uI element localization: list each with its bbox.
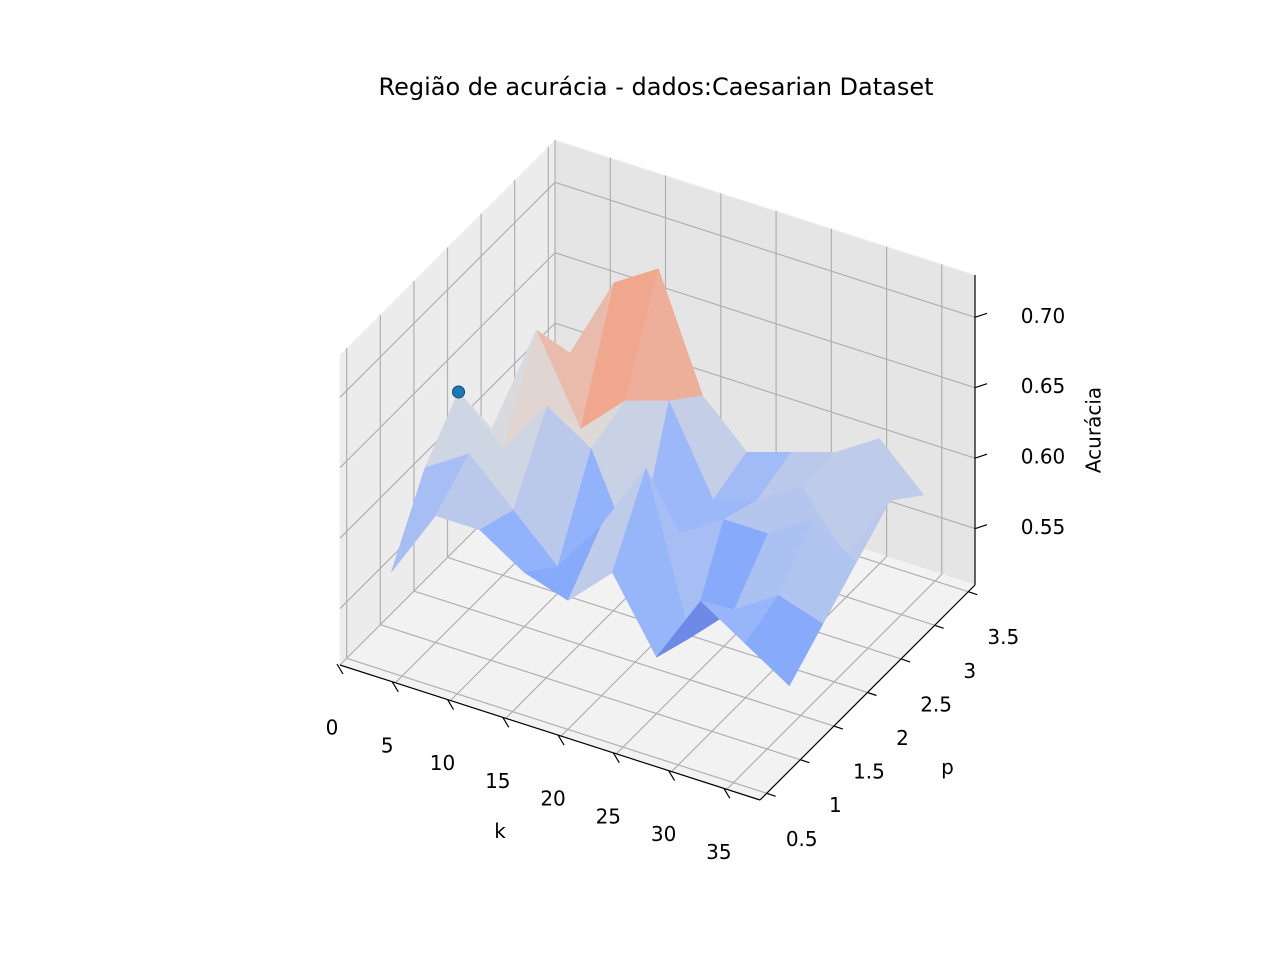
x-tick (502, 716, 510, 728)
y-tick (934, 624, 944, 629)
x-tick (557, 734, 565, 746)
grid-line (413, 281, 835, 727)
grid-line (671, 246, 888, 773)
y-tick-label: 1 (829, 793, 842, 817)
y-tick (867, 691, 877, 697)
x-tick-label: 20 (540, 787, 565, 811)
chart-title: Região de acurácia - dados:Caesarian Dat… (378, 73, 933, 101)
grid-line (346, 348, 767, 794)
z-tick (974, 453, 988, 459)
x-axis-label: k (494, 819, 506, 843)
z-tick-label: 0.55 (1021, 515, 1066, 539)
grid-line (379, 314, 801, 761)
y-tick (800, 759, 810, 764)
z-tick (974, 383, 988, 389)
x-tick-label: 15 (485, 769, 510, 793)
y-tick-label: 3.5 (987, 625, 1019, 649)
x-tick-label: 25 (596, 804, 621, 828)
x-tick-label: 30 (651, 822, 676, 846)
z-tick (974, 524, 988, 530)
z-tick-label: 0.65 (1021, 374, 1066, 398)
y-tick-label: 1.5 (853, 760, 885, 784)
x-tick-label: 35 (706, 840, 731, 864)
y-tick (900, 658, 911, 663)
y-axis-label: p (941, 755, 954, 779)
axis-line (759, 584, 976, 801)
surface-face (744, 595, 824, 687)
y-tick-label: 3 (963, 659, 976, 683)
highlight-point (452, 385, 466, 399)
x-tick (336, 663, 344, 675)
x-tick-label: 10 (430, 751, 455, 775)
grid-line (339, 181, 976, 398)
y-tick (833, 725, 844, 730)
y-tick-label: 2.5 (920, 692, 952, 716)
z-tick (974, 312, 988, 318)
x-tick (391, 681, 399, 693)
axis-line (339, 664, 761, 801)
x-tick (668, 770, 676, 781)
x-tick (723, 788, 731, 799)
grid-line (339, 322, 976, 539)
y-tick (766, 792, 776, 797)
y-tick-label: 2 (896, 726, 909, 750)
z-axis-label: Acurácia (1082, 387, 1106, 473)
y-tick (968, 591, 978, 596)
x-tick (447, 699, 455, 710)
x-tick-label: 5 (381, 733, 394, 757)
z-tick-label: 0.60 (1021, 445, 1066, 469)
z-tick-label: 0.70 (1021, 304, 1066, 328)
grid-line (339, 252, 976, 469)
x-tick-label: 0 (326, 716, 339, 740)
y-tick-label: 0.5 (786, 827, 818, 851)
grid-line (446, 247, 868, 694)
x-tick (612, 752, 620, 764)
grid-line (726, 264, 943, 790)
